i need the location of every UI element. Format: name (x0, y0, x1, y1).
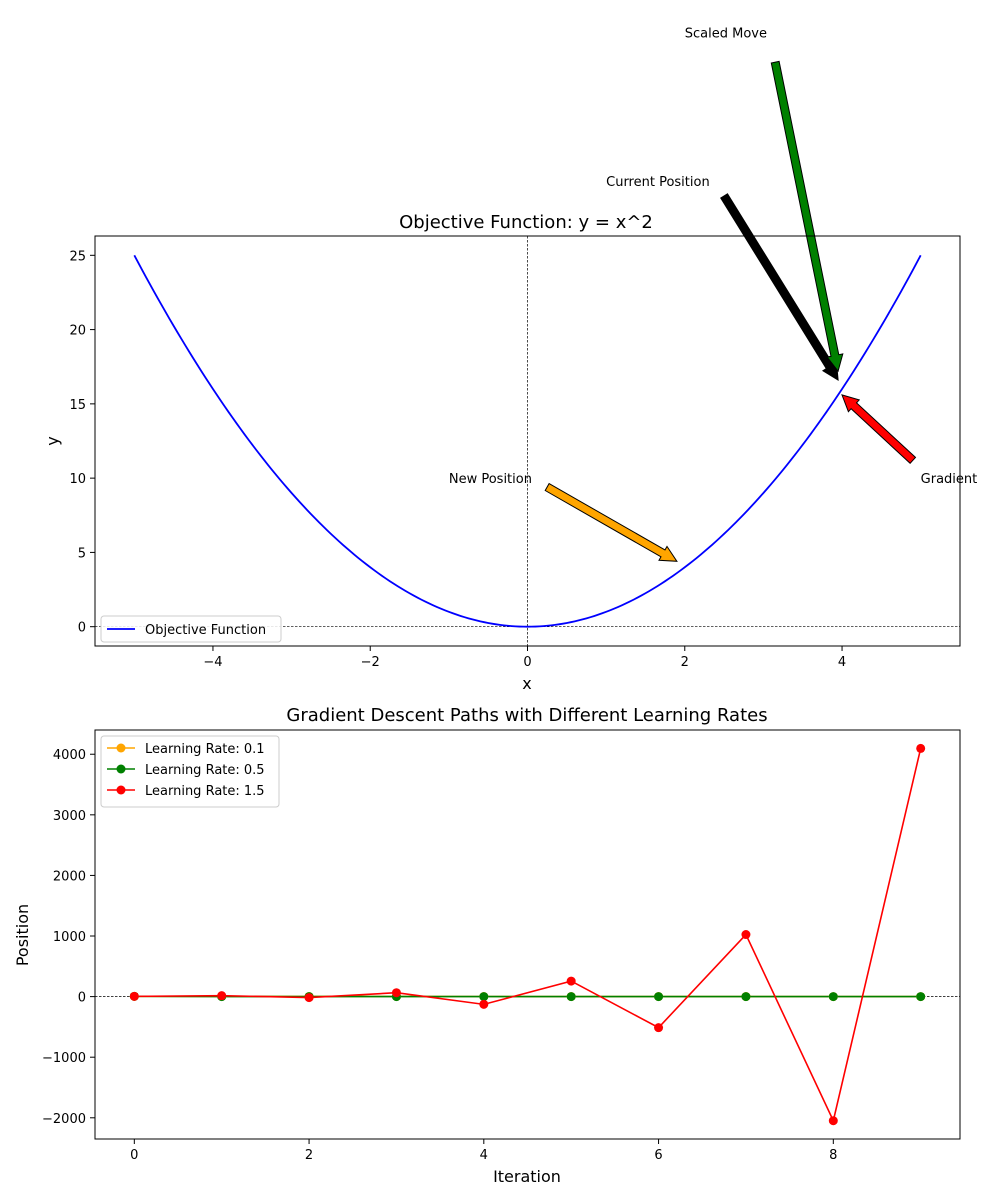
legend-box (100, 615, 282, 643)
x-tick-label: 0 (130, 1148, 138, 1163)
series-line-3 (134, 748, 922, 1124)
annotation-label-4: New Position (449, 472, 532, 487)
y-tick-label: 15 (69, 398, 86, 413)
data-point-series-3 (916, 743, 926, 753)
x-tick-label: 4 (838, 655, 846, 670)
y-tick-label: 25 (69, 249, 86, 264)
data-point-series-3 (304, 993, 314, 1003)
y-axis-label: Position (13, 904, 32, 966)
annotation-arrow-2 (841, 394, 917, 465)
y-tick-label: −2000 (42, 1112, 86, 1127)
y-tick-label: 0 (78, 621, 86, 636)
y-tick-label: 5 (78, 546, 86, 561)
annotation-label-2: Gradient (921, 472, 978, 487)
annotation-arrow-4 (544, 482, 678, 562)
y-tick-label: 1000 (53, 930, 86, 945)
data-point-series-2 (479, 992, 489, 1002)
data-point-series-2 (916, 992, 926, 1002)
data-point-series-3 (391, 988, 401, 998)
annotation-arrow-3 (770, 60, 844, 373)
annotation-arrow-1 (720, 193, 839, 382)
data-point-series-2 (828, 992, 838, 1002)
y-tick-label: 4000 (53, 748, 86, 763)
legend: Learning Rate: 0.1 Learning Rate: 0.5 Lear… (100, 735, 280, 808)
x-axis-label: Iteration (493, 1167, 561, 1186)
y-axis-label: y (43, 436, 62, 445)
plot-frame (94, 729, 961, 1140)
y-tick-label: 3000 (53, 809, 86, 824)
x-tick-label: 8 (829, 1148, 837, 1163)
legend-entry: Learning Rate: 1.5 (145, 784, 265, 799)
data-point-series-3 (129, 991, 139, 1001)
x-tick-label: −2 (361, 655, 380, 670)
data-point-series-2 (566, 992, 576, 1002)
series-line-1 (133, 254, 922, 628)
x-axis-label: x (522, 674, 531, 693)
x-tick-label: −4 (203, 655, 222, 670)
data-point-series-3 (217, 991, 227, 1001)
legend-box (100, 735, 280, 808)
x-tick-label: 6 (654, 1148, 662, 1163)
data-point-series-3 (479, 999, 489, 1009)
gradient-descent-chart: Gradient Descent Paths with Different Le… (13, 705, 961, 1186)
data-point-series-2 (741, 992, 751, 1002)
annotation-label-3: Scaled Move (685, 26, 767, 41)
legend-marker (116, 785, 126, 795)
y-tick-label: 0 (78, 991, 86, 1006)
data-point-series-3 (654, 1023, 664, 1033)
y-tick-label: 2000 (53, 869, 86, 884)
data-point-series-3 (741, 930, 751, 940)
data-point-series-3 (828, 1116, 838, 1126)
x-tick-label: 0 (523, 655, 531, 670)
data-point-series-3 (566, 976, 576, 986)
legend-marker (116, 764, 126, 774)
legend: Objective Function (100, 615, 282, 643)
y-tick-label: 10 (69, 472, 86, 487)
y-tick-label: 20 (69, 324, 86, 339)
y-tick-label: −1000 (42, 1051, 86, 1066)
annotation-label-1: Current Position (606, 175, 710, 190)
chart-title: Gradient Descent Paths with Different Le… (286, 705, 767, 726)
legend-entry: Learning Rate: 0.1 (145, 742, 265, 757)
x-tick-label: 2 (681, 655, 689, 670)
data-point-series-2 (654, 992, 664, 1002)
objective-function-chart: Objective Function: y = x^2 Current Posi… (43, 26, 977, 693)
chart-title: Objective Function: y = x^2 (399, 212, 653, 233)
x-tick-label: 4 (480, 1148, 488, 1163)
legend-entry: Learning Rate: 0.5 (145, 763, 265, 778)
x-tick-label: 2 (305, 1148, 313, 1163)
legend-marker (116, 743, 126, 753)
legend-entry: Objective Function (145, 623, 266, 638)
